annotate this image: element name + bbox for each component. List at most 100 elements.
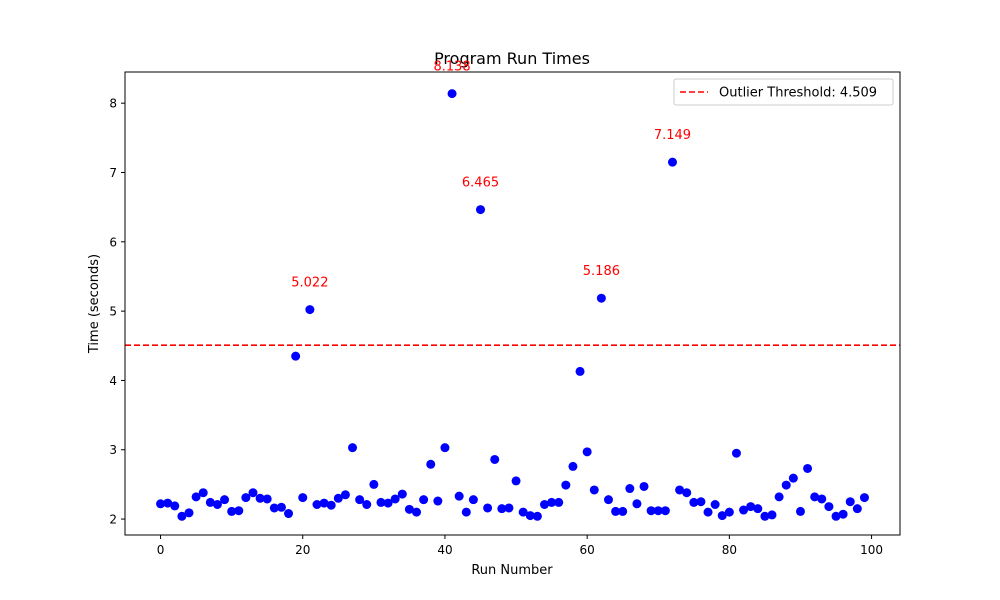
data-point bbox=[262, 494, 272, 504]
chart-title: Program Run Times bbox=[434, 49, 590, 68]
outlier-label: 5.186 bbox=[583, 264, 620, 279]
data-point bbox=[568, 461, 578, 471]
data-point bbox=[298, 493, 308, 503]
data-point bbox=[525, 511, 535, 521]
outlier-label: 5.022 bbox=[291, 276, 328, 291]
y-axis-label: Time (seconds) bbox=[87, 254, 102, 354]
data-point bbox=[220, 495, 230, 505]
data-point bbox=[561, 480, 571, 490]
data-point bbox=[163, 498, 173, 508]
data-point bbox=[817, 494, 827, 504]
data-point bbox=[198, 488, 208, 498]
data-point bbox=[362, 500, 372, 510]
x-axis-label: Run Number bbox=[471, 563, 553, 578]
data-point bbox=[675, 485, 685, 495]
data-point bbox=[788, 473, 798, 483]
data-point bbox=[518, 507, 528, 517]
data-point bbox=[774, 492, 784, 502]
data-point bbox=[177, 511, 187, 521]
data-point bbox=[803, 463, 813, 473]
data-point bbox=[838, 509, 848, 519]
data-point bbox=[326, 500, 336, 510]
data-point bbox=[831, 511, 841, 521]
data-point bbox=[554, 497, 564, 507]
data-point bbox=[454, 491, 464, 501]
data-point bbox=[511, 476, 521, 486]
data-point bbox=[340, 490, 350, 500]
y-axis-ticks: 2 3 4 5 6 7 8 bbox=[109, 97, 125, 527]
data-point bbox=[276, 502, 286, 512]
data-point bbox=[582, 447, 592, 457]
data-point bbox=[419, 495, 429, 505]
axes-frame bbox=[124, 71, 901, 536]
data-point bbox=[781, 480, 791, 490]
y-tick-label: 8 bbox=[109, 97, 117, 111]
data-point bbox=[646, 506, 656, 516]
data-point bbox=[255, 493, 265, 503]
x-tick-label: 100 bbox=[860, 543, 883, 557]
data-point bbox=[682, 488, 692, 498]
data-point bbox=[653, 506, 663, 516]
legend-threshold-label: Outlier Threshold: 4.509 bbox=[719, 86, 877, 101]
data-point bbox=[532, 511, 542, 521]
outlier-annotations: 5.022 8.138 6.465 5.186 7.149 bbox=[291, 60, 691, 291]
data-point bbox=[611, 506, 621, 516]
data-point bbox=[234, 506, 244, 516]
outlier-label: 8.138 bbox=[433, 60, 470, 75]
data-point bbox=[191, 492, 201, 502]
data-point bbox=[667, 157, 677, 167]
legend-box bbox=[673, 78, 894, 106]
y-tick-label: 5 bbox=[109, 305, 117, 319]
data-point bbox=[376, 497, 386, 507]
data-point bbox=[269, 503, 279, 513]
data-point bbox=[639, 481, 649, 491]
data-point bbox=[618, 506, 628, 516]
data-point bbox=[483, 503, 493, 513]
data-point bbox=[703, 507, 713, 517]
outlier-label: 6.465 bbox=[462, 176, 499, 191]
data-point bbox=[547, 497, 557, 507]
data-point bbox=[689, 497, 699, 507]
y-tick-label: 3 bbox=[109, 443, 117, 457]
data-point bbox=[724, 507, 734, 517]
x-tick-label: 20 bbox=[295, 543, 310, 557]
data-point bbox=[760, 511, 770, 521]
x-tick-label: 60 bbox=[580, 543, 595, 557]
data-point bbox=[696, 497, 706, 507]
data-point bbox=[333, 493, 343, 503]
data-point bbox=[447, 89, 457, 99]
data-point bbox=[291, 351, 301, 361]
data-point bbox=[596, 293, 606, 303]
data-point bbox=[767, 510, 777, 520]
data-point bbox=[397, 489, 407, 499]
data-point bbox=[575, 366, 585, 376]
y-tick-label: 6 bbox=[109, 235, 117, 249]
data-point bbox=[156, 499, 166, 509]
legend: Outlier Threshold: 4.509 bbox=[673, 78, 894, 106]
data-point bbox=[717, 511, 727, 521]
data-point bbox=[603, 495, 613, 505]
data-point bbox=[348, 443, 358, 453]
data-point bbox=[632, 499, 642, 509]
x-tick-label: 0 bbox=[157, 543, 165, 557]
data-point bbox=[205, 497, 215, 507]
data-point bbox=[746, 502, 756, 512]
data-point bbox=[731, 448, 741, 458]
data-point bbox=[433, 496, 443, 506]
data-point bbox=[383, 498, 393, 508]
data-point bbox=[660, 506, 670, 516]
data-point bbox=[284, 509, 294, 519]
data-point bbox=[753, 504, 763, 514]
data-point bbox=[810, 492, 820, 502]
data-point bbox=[390, 494, 400, 504]
y-tick-label: 4 bbox=[109, 374, 117, 388]
data-point bbox=[319, 498, 329, 508]
data-point bbox=[476, 205, 486, 215]
data-point bbox=[184, 508, 194, 518]
data-point bbox=[710, 500, 720, 510]
data-point bbox=[227, 506, 237, 516]
data-point bbox=[845, 497, 855, 507]
plot-area: 5.022 8.138 6.465 5.186 7.149 bbox=[125, 60, 900, 521]
data-point bbox=[440, 443, 450, 453]
